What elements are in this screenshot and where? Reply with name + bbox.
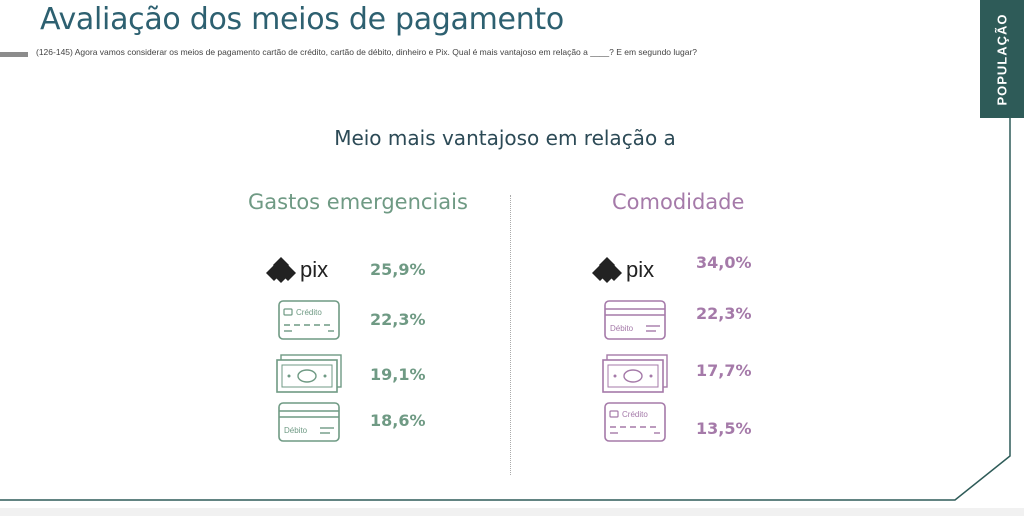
- right-value-credit: 13,5%: [696, 419, 752, 438]
- debit-card-icon: Débito: [604, 300, 666, 340]
- svg-text:pix: pix: [626, 257, 654, 282]
- right-value-pix: 34,0%: [696, 253, 752, 272]
- section-subtitle: Meio mais vantajoso em relação a: [334, 126, 676, 150]
- credit-card-icon: Crédito: [278, 300, 340, 340]
- pix-logo-icon: pix: [592, 257, 654, 283]
- accent-bar: [0, 52, 28, 57]
- cash-icon: [602, 354, 668, 393]
- left-value-pix: 25,9%: [370, 260, 426, 279]
- page-title: Avaliação dos meios de pagamento: [40, 2, 564, 37]
- svg-text:pix: pix: [300, 257, 328, 282]
- svg-text:Crédito: Crédito: [622, 410, 648, 419]
- left-column-title: Gastos emergenciais: [248, 190, 468, 214]
- bottom-strip: [0, 508, 1024, 516]
- right-column-title: Comodidade: [612, 190, 745, 214]
- column-divider: [510, 195, 511, 475]
- svg-text:Crédito: Crédito: [296, 308, 322, 317]
- side-tab: POPULAÇÃO: [980, 0, 1024, 118]
- svg-text:Débito: Débito: [284, 426, 308, 435]
- cash-icon: [276, 354, 342, 393]
- debit-card-icon: Débito: [278, 402, 340, 442]
- left-value-debit: 18,6%: [370, 411, 426, 430]
- right-value-cash: 17,7%: [696, 361, 752, 380]
- credit-card-icon: Crédito: [604, 402, 666, 442]
- pix-logo-icon: pix: [266, 257, 328, 283]
- right-value-debit: 22,3%: [696, 304, 752, 323]
- side-tab-label: POPULAÇÃO: [994, 12, 1010, 106]
- question-text: (126-145) Agora vamos considerar os meio…: [36, 47, 698, 57]
- svg-text:Débito: Débito: [610, 324, 634, 333]
- left-value-cash: 19,1%: [370, 365, 426, 384]
- left-value-credit: 22,3%: [370, 310, 426, 329]
